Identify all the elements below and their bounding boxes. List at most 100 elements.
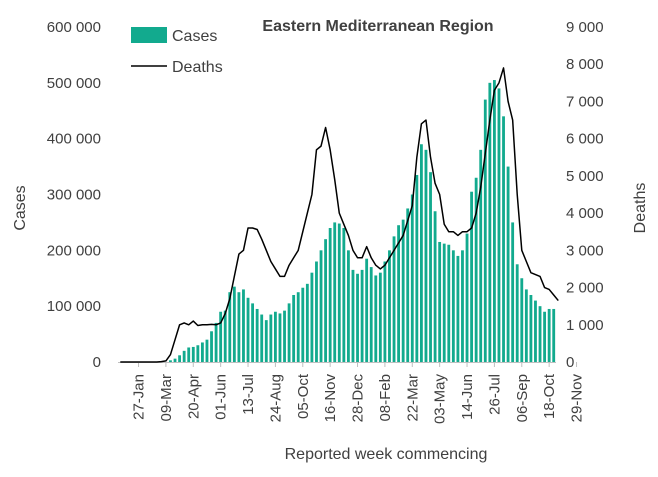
cases-bar — [283, 310, 286, 362]
deaths-line — [120, 67, 559, 363]
cases-bar — [438, 241, 442, 362]
y-left-tick-label: 600 000 — [47, 19, 101, 36]
x-tick-label: 22-Mar — [404, 374, 421, 422]
cases-bar — [419, 144, 423, 362]
cases-bar — [406, 208, 410, 362]
cases-bar — [237, 292, 241, 362]
cases-bar — [328, 228, 332, 362]
cases-bar — [397, 225, 401, 362]
cases-bar — [492, 80, 496, 362]
y-left-tick-label: 100 000 — [47, 298, 101, 315]
cases-bar — [315, 261, 318, 362]
cases-bar — [273, 311, 277, 362]
cases-bar — [356, 273, 359, 362]
cases-bar — [324, 239, 328, 362]
cases-bar — [346, 250, 350, 362]
cases-bar — [365, 258, 369, 362]
cases-bar — [360, 269, 364, 363]
cases-bar — [228, 292, 232, 362]
x-tick-label: 18-Oct — [541, 373, 558, 419]
cases-bar — [333, 222, 337, 362]
legend-cases-label: Cases — [172, 28, 217, 45]
cases-bar — [292, 295, 296, 362]
x-tick-label: 16-Nov — [322, 374, 339, 423]
cases-bar — [278, 313, 282, 362]
cases-bar — [401, 219, 405, 363]
cases-bars — [169, 80, 556, 363]
y-right-tick-label: 5 000 — [566, 168, 604, 185]
y-right-tick-label: 6 000 — [566, 131, 604, 148]
cases-bar — [451, 250, 455, 362]
cases-bar — [442, 243, 446, 362]
y-left-tick-label: 400 000 — [47, 131, 101, 148]
y-axis-right-label: Deaths — [632, 183, 649, 234]
cases-bar — [538, 306, 542, 362]
cases-bar — [515, 264, 519, 362]
cases-bar — [223, 310, 227, 362]
cases-bar — [488, 82, 492, 362]
cases-bar — [470, 191, 474, 362]
y-right-tick-label: 7 000 — [566, 93, 604, 110]
cases-bar — [351, 269, 355, 363]
x-tick-label: 03-May — [432, 374, 449, 425]
cases-bar — [337, 223, 341, 362]
y-right-tick-label: 9 000 — [566, 19, 604, 36]
x-tick-label: 27-Jan — [131, 374, 148, 420]
x-tick-label: 26-Jul — [486, 374, 503, 415]
cases-bar — [374, 275, 378, 362]
cases-bar — [232, 286, 236, 363]
cases-bar — [511, 222, 515, 362]
y-left-tick-label: 500 000 — [47, 75, 101, 92]
cases-bar — [543, 311, 547, 362]
cases-bar — [415, 174, 419, 362]
cases-bar — [210, 331, 213, 362]
cases-bar — [369, 267, 373, 362]
cases-bar — [429, 172, 432, 362]
cases-bar — [520, 278, 524, 362]
cases-bar — [483, 99, 487, 362]
cases-bar — [433, 211, 437, 362]
cases-bar — [246, 297, 250, 362]
cases-bar — [214, 322, 218, 362]
cases-bar — [191, 346, 195, 362]
y-right-tick-label: 8 000 — [566, 56, 604, 73]
x-tick-label: 24-Aug — [267, 374, 284, 422]
y-right-tick-label: 0 — [566, 354, 574, 371]
cases-bar — [310, 272, 314, 362]
x-tick-label: 06-Sep — [514, 374, 531, 422]
cases-bar — [388, 250, 391, 362]
cases-bar — [200, 342, 204, 362]
y-axis-left-label: Cases — [12, 185, 29, 230]
cases-bar — [378, 272, 382, 362]
legend-cases-swatch — [131, 27, 167, 43]
cases-bar — [474, 177, 478, 362]
cases-bar — [242, 289, 245, 362]
y-left-tick-label: 300 000 — [47, 187, 101, 204]
cases-bar — [465, 233, 469, 362]
cases-bar — [552, 308, 556, 362]
cases-bar — [319, 250, 323, 362]
cases-bar — [547, 308, 551, 362]
cases-bar — [529, 295, 533, 362]
x-axis-label: Reported week commencing — [285, 446, 488, 463]
y-left-tick-label: 0 — [93, 354, 101, 371]
x-tick-label: 09-Mar — [158, 374, 175, 422]
cases-bar — [305, 283, 309, 362]
cases-bar — [383, 261, 387, 362]
chart-axes: 0 100 000 200 000 300 000 400 000 500 000 600 … — [47, 19, 604, 424]
y-right-tick-label: 4 000 — [566, 205, 604, 222]
x-tick-label: 05-Oct — [295, 373, 312, 419]
y-right-tick-label: 1 000 — [566, 317, 604, 334]
y-right-tick-label: 2 000 — [566, 280, 604, 297]
cases-bar — [497, 88, 501, 363]
cases-bar — [502, 116, 505, 362]
chart-title: Eastern Mediterranean Region — [262, 18, 493, 35]
cases-bar — [479, 149, 483, 362]
cases-bar — [219, 311, 223, 362]
cases-bar — [461, 250, 464, 362]
cases-bar — [534, 300, 537, 362]
cases-bar — [269, 314, 273, 362]
cases-bar — [410, 194, 414, 362]
legend: Cases Deaths — [131, 27, 223, 76]
x-tick-label: 14-Jun — [459, 374, 476, 420]
